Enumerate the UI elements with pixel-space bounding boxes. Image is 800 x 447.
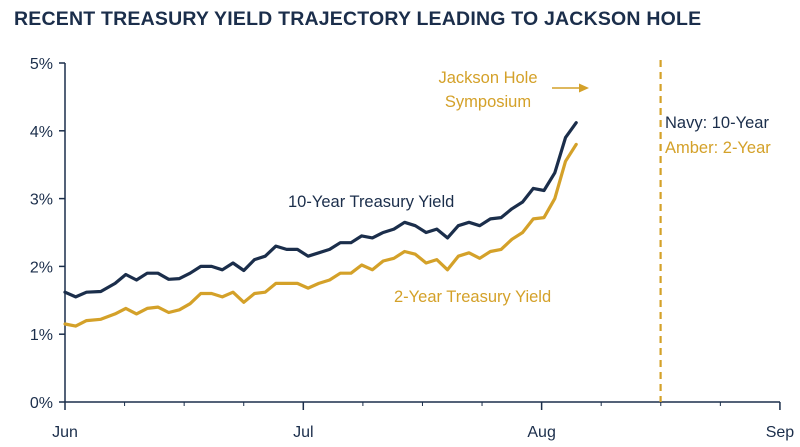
y-tick-label: 5% <box>30 56 53 73</box>
annotations: Jackson Hole Symposium 10-Year Treasury … <box>288 60 771 402</box>
y-tick-label: 2% <box>30 259 53 276</box>
series-label-10y: 10-Year Treasury Yield <box>288 193 454 211</box>
chart-title: RECENT TREASURY YIELD TRAJECTORY LEADING… <box>14 8 702 30</box>
series-lines <box>63 121 578 328</box>
legend-amber: Amber: 2-Year <box>665 139 771 157</box>
legend-navy: Navy: 10-Year <box>665 114 769 132</box>
event-label-line2: Symposium <box>445 93 531 111</box>
x-tick-label: Sep <box>766 424 795 441</box>
y-tick-label: 1% <box>30 327 53 344</box>
x-axis: Jun Jul Aug Sep <box>52 401 795 441</box>
x-tick-label: Jun <box>52 424 78 441</box>
x-tick-label: Jul <box>293 424 313 441</box>
y-tick-label: 3% <box>30 192 53 209</box>
series-line-10y <box>63 121 578 299</box>
y-tick-label: 0% <box>30 395 53 412</box>
series-label-2y: 2-Year Treasury Yield <box>394 288 551 306</box>
x-tick-label: Aug <box>527 424 555 441</box>
event-arrow-head <box>579 83 589 93</box>
series-line-2y <box>63 142 578 328</box>
y-tick-label: 4% <box>30 124 53 141</box>
y-axis: 0% 1% 2% 3% 4% 5% <box>30 56 66 412</box>
event-label-line1: Jackson Hole <box>438 69 537 87</box>
